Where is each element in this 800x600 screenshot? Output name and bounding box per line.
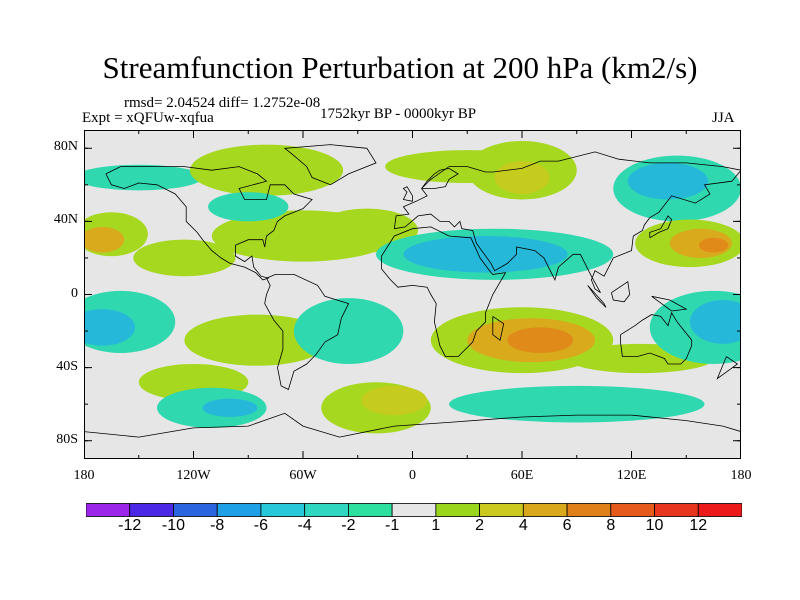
lon-tick-label: 180 — [730, 468, 752, 483]
colorbar-swatch — [479, 503, 524, 517]
colorbar-swatch — [435, 503, 480, 517]
contour-region — [293, 298, 404, 364]
colorbar-label: -10 — [161, 517, 186, 534]
contour-region — [689, 299, 741, 344]
coastline — [649, 215, 673, 239]
colorbar-label: 6 — [562, 517, 572, 534]
colorbar-label: 8 — [606, 517, 616, 534]
coastline — [402, 186, 413, 202]
contour-region — [184, 314, 331, 366]
coastline — [651, 295, 688, 312]
coastline — [492, 316, 505, 341]
contour-region — [202, 398, 258, 417]
contour-region — [208, 192, 289, 222]
rmsd-text: rmsd= 2.04524 diff= 1.2752e-08 — [124, 95, 321, 111]
figure-title: Streamfunction Perturbation at 200 hPa (… — [102, 50, 698, 85]
lat-tick-label: 40S — [56, 358, 78, 374]
colorbar — [86, 503, 742, 517]
colorbar-swatch — [260, 503, 306, 517]
lat-tick-label: 80S — [56, 431, 78, 447]
colorbar-swatch — [654, 503, 699, 517]
colorbar-swatch — [304, 503, 349, 517]
map-frame — [84, 130, 741, 459]
lon-tick-label: 60E — [510, 468, 534, 483]
map-plot — [84, 130, 741, 459]
contour-region — [494, 161, 550, 194]
coastline — [421, 167, 459, 189]
colorbar-swatch — [566, 503, 612, 517]
colorbar-label: 12 — [689, 517, 708, 534]
colorbar-swatch — [347, 503, 393, 517]
contour-region — [403, 236, 568, 273]
contour-region — [84, 309, 136, 346]
colorbar-swatch — [522, 503, 568, 517]
lon-tick-label: 0 — [409, 468, 416, 483]
coastline — [84, 412, 741, 438]
contour-region — [84, 226, 125, 253]
colorbar-swatch — [391, 503, 437, 517]
coastline — [393, 151, 741, 294]
period-label: 1752kyr BP - 0000kyr BP — [320, 106, 477, 122]
colorbar-swatch — [173, 503, 218, 517]
contour-region — [189, 144, 344, 196]
lon-tick-label: 120W — [176, 468, 211, 483]
colorbar-label: -12 — [118, 517, 142, 534]
lat-tick-label: 0 — [71, 285, 78, 301]
coastline — [283, 144, 377, 186]
colorbar-label: -4 — [297, 517, 312, 534]
contour-region — [507, 327, 574, 353]
coastline — [611, 281, 631, 303]
contour-region — [449, 385, 705, 423]
contour-region — [699, 237, 729, 253]
lat-tick-label: 40N — [53, 212, 78, 228]
coastline — [264, 273, 350, 391]
colorbar-label: 1 — [431, 517, 441, 534]
colorbar-swatch — [86, 503, 131, 517]
lat-tick-label: 80N — [53, 139, 78, 155]
coastline — [587, 285, 607, 308]
colorbar-swatch — [129, 503, 174, 517]
colorbar-label: -8 — [210, 517, 225, 534]
colorbar-label: -6 — [253, 517, 269, 534]
colorbar-label: 4 — [518, 517, 528, 534]
contour-field — [84, 130, 741, 459]
colorbar-swatch — [697, 503, 742, 517]
season-label: JJA — [712, 110, 735, 126]
contour-region — [361, 385, 428, 416]
lon-tick-label: 180 — [73, 468, 95, 483]
colorbar-label: 2 — [475, 517, 485, 534]
colorbar-label: -1 — [385, 517, 400, 534]
lon-tick-label: 60W — [289, 468, 317, 483]
map-panel — [84, 130, 741, 459]
coastline — [716, 356, 739, 380]
colorbar-label: 10 — [645, 517, 664, 534]
lon-tick-label: 120E — [616, 468, 647, 483]
colorbar-label: -2 — [341, 517, 356, 534]
colorbar-swatch — [610, 503, 655, 517]
contour-region — [84, 164, 203, 191]
experiment-label: Expt = xQFUw-xqfua — [82, 110, 214, 126]
coastlines — [84, 144, 741, 438]
coastline — [620, 311, 693, 365]
coastline — [381, 226, 507, 358]
colorbar-swatch — [216, 503, 262, 517]
coastline — [105, 166, 313, 281]
contour-region — [627, 162, 709, 200]
